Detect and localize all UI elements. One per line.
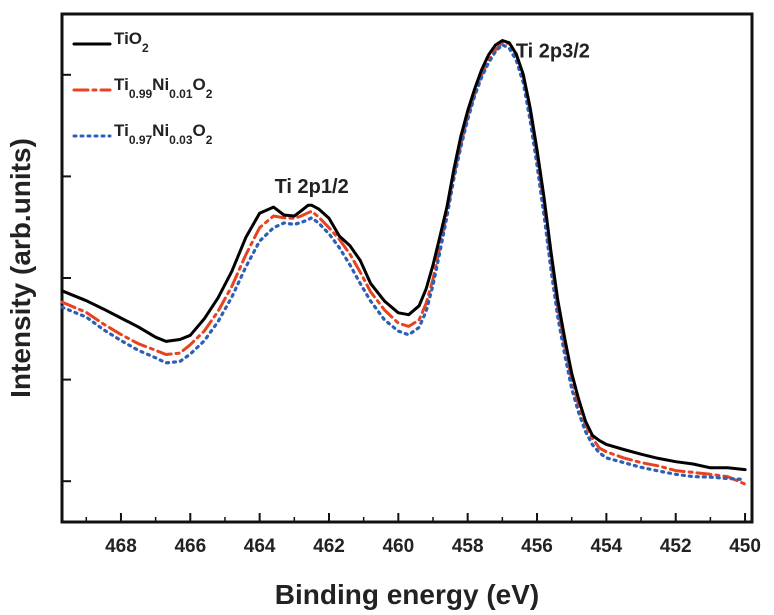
y-axis-ticks [62,73,71,483]
peak-annotation: Ti 2p3/2 [516,40,590,62]
legend-label-part: 2 [142,41,149,55]
legend-label-part: 2 [206,133,213,147]
series-line-3 [60,43,747,482]
x-tick-label: 464 [244,536,276,557]
x-tick-label: 468 [105,536,137,557]
legend-label: Ti0.99Ni0.01O2 [114,75,213,101]
legend-label: Ti0.97Ni0.03O2 [114,121,213,147]
legend-label-part: TiO [114,29,142,48]
x-axis-ticks: 468 466 464 462 460 458 456 454 452 450 [85,513,761,557]
legend-label-part: O [193,121,206,140]
x-tick-label: 462 [313,536,345,557]
x-tick-label: 456 [521,536,553,557]
x-tick-label: 458 [452,536,484,557]
x-tick-label: 452 [660,536,692,557]
legend-label-part: 2 [206,87,213,101]
peak-annotation: Ti 2p1/2 [275,176,349,198]
legend-label-part: Ni [152,121,169,140]
legend-label-part: 0.01 [169,87,193,101]
legend-label: TiO2 [114,29,149,55]
legend-label-part: O [193,75,206,94]
legend-label-part: Ti [114,121,129,140]
x-tick-label: 460 [382,536,414,557]
legend-label-part: Ni [152,75,169,94]
plot-frame [60,12,754,524]
annotation-layer: Ti 2p1/2 Ti 2p3/2 [275,40,590,198]
x-axis-title: Binding energy (eV) [275,579,539,610]
x-tick-label: 450 [729,536,761,557]
y-axis-title: Intensity (arb.units) [5,138,36,398]
x-tick-label: 466 [174,536,206,557]
legend-label-part: Ti [114,75,129,94]
legend-label-part: 0.99 [129,87,153,101]
legend-label-part: 0.03 [169,133,193,147]
series-line-1 [60,39,747,472]
x-tick-label: 454 [591,536,623,557]
series-layer [60,39,747,486]
legend-label-part: 0.97 [129,133,153,147]
series-line-2 [60,40,747,486]
